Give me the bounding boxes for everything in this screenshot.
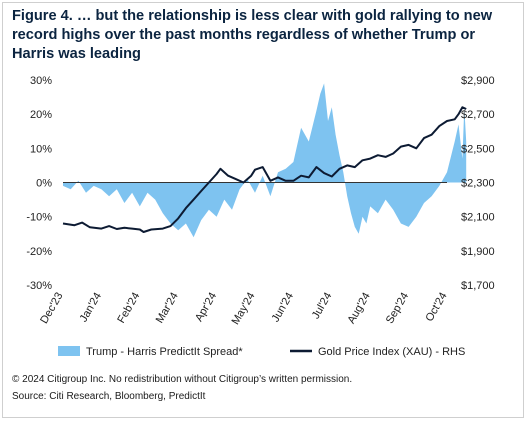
left-tick-label: -20%: [26, 246, 52, 258]
right-tick-label: $2,700: [461, 109, 495, 121]
right-tick-label: $2,500: [461, 143, 495, 155]
legend: Trump - Harris PredictIt Spread* Gold Pr…: [58, 346, 465, 358]
x-tick-label: Jan'24: [78, 291, 104, 325]
right-tick-label: $1,900: [461, 246, 495, 258]
legend-label-gold: Gold Price Index (XAU) - RHS: [318, 346, 465, 358]
left-tick-label: -30%: [26, 280, 52, 292]
x-tick-label: Feb'24: [115, 291, 142, 326]
x-tick-label: Apr'24: [193, 291, 219, 324]
spread-area: [63, 83, 467, 238]
right-axis-labels: $2,900 $2,700 $2,500 $2,300 $2,100 $1,900 $1,7…: [461, 75, 495, 292]
footer-source: Source: Citi Research, Bloomberg, Predic…: [12, 391, 206, 402]
left-tick-label: 0%: [36, 178, 52, 190]
spread-area-layer: [63, 83, 467, 238]
x-tick-label: Sep'24: [384, 291, 411, 326]
x-tick-label: Oct'24: [423, 291, 449, 324]
left-tick-label: 10%: [30, 143, 52, 155]
left-tick-label: 20%: [30, 109, 52, 121]
gold-line-layer: [62, 106, 467, 233]
figure-frame: [2, 2, 524, 418]
left-tick-label: -10%: [26, 212, 52, 224]
x-tick-label: Mar'24: [154, 291, 181, 326]
x-tick-label: Dec'23: [38, 291, 65, 326]
legend-label-spread: Trump - Harris PredictIt Spread*: [86, 346, 243, 358]
x-tick-label: Jun'24: [270, 291, 296, 325]
right-tick-label: $2,100: [461, 212, 495, 224]
right-tick-label: $1,700: [461, 280, 495, 292]
right-tick-label: $2,900: [461, 75, 495, 87]
gold-line: [62, 106, 467, 233]
legend-swatch-spread: [58, 346, 80, 356]
figure-title: Figure 4. … but the relationship is less…: [12, 8, 493, 62]
x-tick-label: Jul'24: [310, 291, 335, 322]
left-tick-label: 30%: [30, 75, 52, 87]
x-tick-label: May'24: [230, 291, 258, 327]
right-tick-label: $2,300: [461, 178, 495, 190]
x-tick-label: Aug'24: [345, 291, 372, 326]
x-axis-labels: Dec'23 Jan'24 Feb'24 Mar'24 Apr'24 May'24 Jun'…: [38, 291, 449, 327]
footer-copyright: © 2024 Citigroup Inc. No redistribution …: [12, 374, 353, 385]
left-axis-labels: 30% 20% 10% 0% -10% -20% -30%: [26, 75, 52, 292]
